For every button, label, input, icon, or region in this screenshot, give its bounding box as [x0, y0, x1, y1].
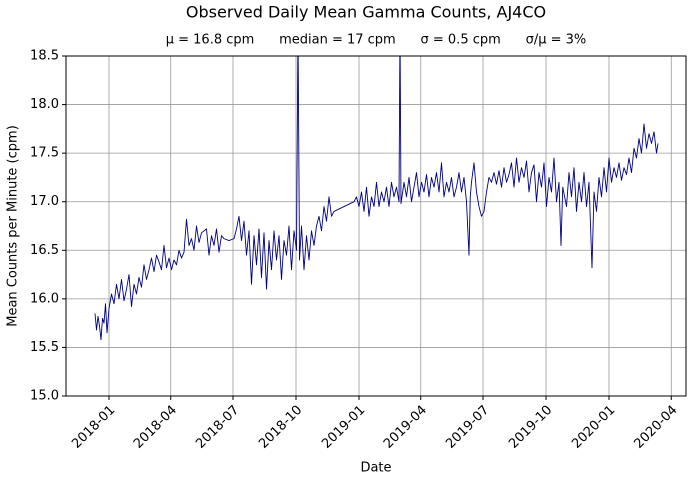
x-tick-label: 2018-01	[69, 403, 118, 452]
x-tick-label: 2019-01	[319, 403, 368, 452]
y-tick-label: 17.0	[30, 194, 59, 209]
y-tick-label: 18.5	[30, 49, 59, 64]
y-tick-label: 15.5	[30, 340, 59, 355]
y-tick-label: 16.5	[30, 243, 59, 258]
grid	[66, 55, 686, 397]
x-tick-label: 2018-04	[131, 403, 180, 452]
y-tick-label: 15.0	[30, 389, 59, 404]
y-tick-label: 17.5	[30, 146, 59, 161]
plot-area	[94, 56, 659, 341]
x-tick-label: 2019-10	[506, 403, 555, 452]
x-tick-label: 2019-04	[381, 403, 430, 452]
y-tick-label: 18.0	[30, 97, 59, 112]
y-tick-label: 16.0	[30, 291, 59, 306]
plot-frame	[65, 55, 687, 397]
chart-title: Observed Daily Mean Gamma Counts, AJ4CO	[186, 3, 546, 22]
chart-subtitle: μ = 16.8 cpm median = 17 cpm σ = 0.5 cpm…	[166, 33, 587, 48]
x-axis-label: Date	[360, 461, 391, 476]
x-tick-label: 2020-04	[632, 403, 681, 452]
x-tick-label: 2018-10	[256, 403, 305, 452]
x-tick-label: 2019-07	[443, 403, 492, 452]
x-tick-label: 2018-07	[193, 403, 242, 452]
y-axis-label: Mean Counts per Minute (cpm)	[6, 125, 21, 327]
x-tick-label: 2020-01	[569, 403, 618, 452]
data-line	[94, 56, 659, 341]
